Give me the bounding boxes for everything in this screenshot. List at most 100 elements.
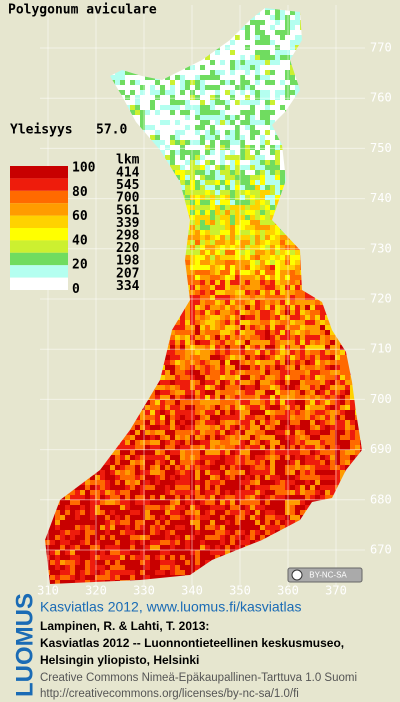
map-cell: [265, 265, 270, 270]
map-cell: [305, 170, 310, 175]
map-cell: [185, 165, 190, 170]
map-cell: [315, 265, 320, 270]
map-cell: [115, 55, 120, 60]
map-cell: [365, 365, 370, 370]
map-cell: [195, 30, 200, 35]
map-cell: [320, 255, 325, 260]
map-cell: [60, 140, 65, 145]
map-cell: [185, 370, 190, 375]
map-cell: [320, 10, 325, 15]
map-cell: [100, 230, 105, 235]
map-cell: [345, 80, 350, 85]
map-cell: [305, 50, 310, 55]
map-cell: [300, 365, 305, 370]
map-cell: [300, 270, 305, 275]
map-cell: [240, 170, 245, 175]
map-cell: [145, 270, 150, 275]
map-cell: [240, 360, 245, 365]
map-cell: [265, 370, 270, 375]
map-cell: [220, 170, 225, 175]
map-cell: [50, 160, 55, 165]
map-cell: [180, 8, 185, 10]
map-cell: [145, 350, 150, 355]
map-cell: [115, 115, 120, 120]
map-cell: [145, 130, 150, 135]
map-cell: [260, 220, 265, 225]
map-cell: [110, 330, 115, 335]
map-cell: [350, 280, 355, 285]
map-cell: [230, 260, 235, 265]
map-cell: [165, 115, 170, 120]
map-cell: [40, 320, 45, 325]
map-cell: [105, 325, 110, 330]
map-cell: [215, 80, 220, 85]
map-cell: [110, 260, 115, 265]
map-cell: [350, 195, 355, 200]
map-cell: [65, 35, 70, 40]
map-cell: [210, 215, 215, 220]
map-cell: [185, 215, 190, 220]
map-cell: [195, 125, 200, 130]
map-cell: [345, 85, 350, 90]
map-cell: [325, 345, 330, 350]
map-cell: [160, 95, 165, 100]
map-cell: [265, 225, 270, 230]
map-cell: [140, 85, 145, 90]
map-cell: [160, 25, 165, 30]
map-cell: [350, 165, 355, 170]
map-cell: [270, 100, 275, 105]
map-cell: [145, 150, 150, 155]
map-cell: [330, 200, 335, 205]
map-cell: [195, 290, 200, 295]
map-cell: [120, 105, 125, 110]
map-cell: [210, 365, 215, 370]
map-cell: [165, 85, 170, 90]
map-cell: [175, 350, 180, 355]
map-cell: [325, 60, 330, 65]
map-cell: [100, 220, 105, 225]
map-cell: [125, 355, 130, 360]
map-cell: [80, 105, 85, 110]
map-cell: [40, 325, 45, 330]
map-cell: [245, 25, 250, 30]
map-cell: [100, 50, 105, 55]
map-cell: [340, 185, 345, 190]
map-cell: [150, 360, 155, 365]
map-cell: [350, 55, 355, 60]
map-cell: [50, 100, 55, 105]
map-cell: [155, 280, 160, 285]
map-cell: [175, 315, 180, 320]
map-cell: [350, 180, 355, 185]
map-cell: [265, 15, 270, 20]
map-cell: [360, 320, 362, 325]
map-cell: [105, 375, 110, 380]
map-cell: [255, 90, 260, 95]
map-cell: [340, 355, 345, 360]
map-cell: [245, 205, 250, 210]
map-cell: [60, 375, 65, 380]
map-cell: [170, 355, 175, 360]
map-cell: [210, 35, 215, 40]
map-cell: [235, 175, 240, 180]
map-cell: [65, 305, 70, 310]
map-cell: [75, 125, 80, 130]
map-cell: [160, 220, 165, 225]
map-cell: [305, 75, 310, 80]
map-cell: [310, 255, 315, 260]
map-cell: [235, 345, 240, 350]
map-cell: [240, 65, 245, 70]
map-cell: [365, 80, 370, 85]
map-cell: [280, 100, 285, 105]
map-cell: [195, 285, 200, 290]
map-cell: [135, 320, 140, 325]
map-cell: [180, 180, 185, 185]
map-cell: [220, 50, 225, 55]
map-cell: [100, 155, 105, 160]
map-cell: [85, 225, 90, 230]
map-cell: [80, 150, 85, 155]
map-cell: [110, 320, 115, 325]
map-cell: [55, 30, 60, 35]
map-cell: [105, 35, 110, 40]
map-cell: [200, 95, 205, 100]
map-cell: [65, 105, 70, 110]
